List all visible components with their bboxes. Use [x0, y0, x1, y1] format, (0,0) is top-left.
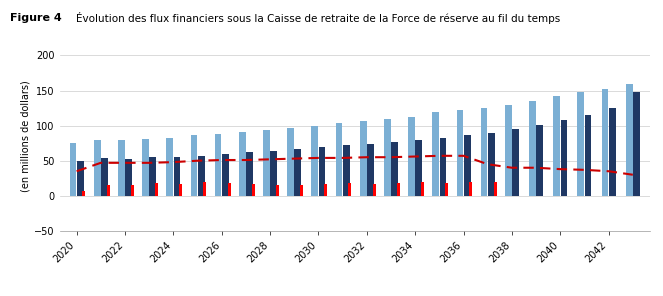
Bar — [190, 136, 198, 196]
Bar — [585, 115, 591, 196]
Bar — [360, 121, 367, 196]
Text: Évolution des flux financiers sous la Caisse de retraite de la Force de réserve : Évolution des flux financiers sous la Ca… — [76, 12, 560, 24]
Bar — [488, 133, 495, 196]
Bar — [553, 96, 560, 196]
Bar — [432, 112, 439, 196]
Bar — [239, 132, 245, 196]
Bar — [626, 83, 633, 196]
Bar — [397, 183, 400, 196]
Bar — [440, 138, 446, 196]
Bar — [312, 126, 318, 196]
Bar — [481, 108, 487, 196]
Bar — [529, 101, 536, 196]
Bar — [142, 139, 149, 196]
Bar — [125, 159, 132, 196]
Bar — [276, 185, 279, 196]
Bar — [215, 134, 221, 196]
Bar — [204, 182, 206, 196]
Text: Figure 4: Figure 4 — [10, 13, 62, 23]
Bar — [324, 184, 328, 196]
Bar — [349, 183, 351, 196]
Bar — [505, 104, 512, 196]
Bar — [263, 130, 270, 196]
Bar — [633, 92, 640, 196]
Bar — [319, 147, 326, 196]
Bar — [367, 144, 374, 196]
Bar — [391, 142, 398, 196]
Bar — [77, 161, 84, 196]
Bar — [457, 110, 463, 196]
Bar — [107, 185, 109, 196]
Bar — [560, 120, 568, 196]
Bar — [287, 128, 294, 196]
Bar — [166, 138, 173, 196]
Bar — [373, 184, 376, 196]
Bar — [222, 155, 229, 196]
Bar — [343, 144, 349, 196]
Bar — [252, 184, 255, 196]
Y-axis label: (en millions de dollars): (en millions de dollars) — [20, 80, 30, 192]
Bar — [118, 140, 125, 196]
Bar — [469, 182, 473, 196]
Bar — [198, 156, 204, 196]
Bar — [577, 92, 584, 196]
Bar — [609, 108, 616, 196]
Bar — [601, 89, 609, 196]
Bar — [82, 191, 86, 196]
Bar — [464, 136, 471, 196]
Bar — [131, 185, 134, 196]
Bar — [300, 185, 303, 196]
Bar — [149, 157, 156, 196]
Bar — [408, 117, 415, 196]
Bar — [335, 123, 342, 196]
Bar — [294, 149, 301, 196]
Bar — [174, 157, 180, 196]
Bar — [384, 119, 391, 196]
Bar — [179, 184, 182, 196]
Bar — [493, 182, 497, 196]
Bar — [416, 140, 422, 196]
Bar — [155, 183, 158, 196]
Bar — [445, 183, 448, 196]
Bar — [271, 151, 277, 196]
Bar — [227, 183, 231, 196]
Bar — [246, 152, 253, 196]
Bar — [512, 129, 519, 196]
Bar — [70, 143, 76, 196]
Bar — [101, 158, 108, 196]
Bar — [421, 182, 424, 196]
Bar — [93, 140, 101, 196]
Bar — [536, 125, 543, 196]
